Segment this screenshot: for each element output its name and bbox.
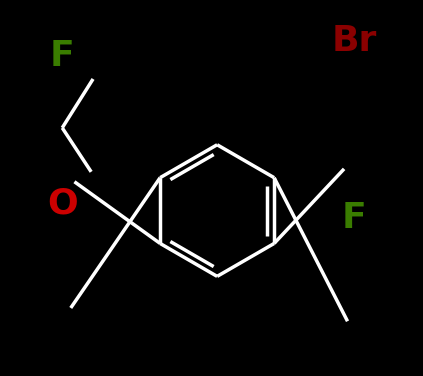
Text: O: O bbox=[47, 186, 77, 220]
Text: Br: Br bbox=[332, 24, 377, 58]
Text: F: F bbox=[342, 201, 367, 235]
Text: F: F bbox=[50, 39, 74, 73]
